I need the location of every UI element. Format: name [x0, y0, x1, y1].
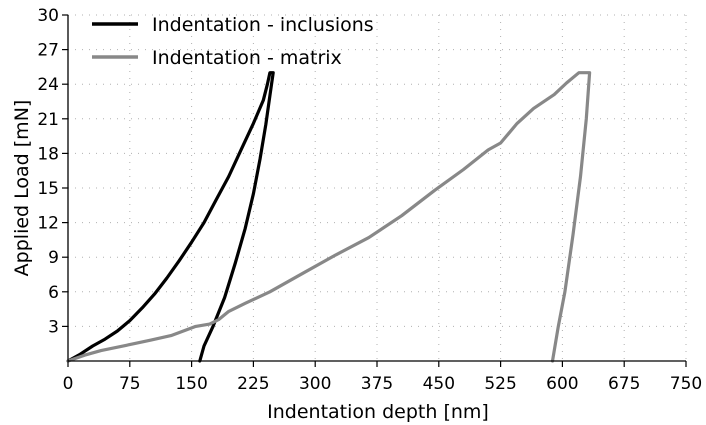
ticks: 0 75 150 225 300 375 450 525 600 675 750 3 6 9 12 15 18 2…: [37, 6, 702, 394]
x-tick-label: 75: [119, 374, 141, 394]
x-tick-label: 750: [670, 374, 702, 394]
x-tick-label: 450: [423, 374, 455, 394]
series-line-2: [66, 71, 592, 363]
x-tick-label: 300: [299, 374, 331, 394]
legend: Indentation - inclusions Indentation - ma…: [92, 14, 374, 69]
y-tick-label: 6: [48, 283, 59, 303]
y-tick-label: 30: [37, 6, 59, 26]
series-line-1: [66, 71, 275, 363]
x-axis-title: Indentation depth [nm]: [267, 401, 489, 423]
y-tick-label: 3: [48, 317, 59, 337]
x-tick-label: 675: [608, 374, 640, 394]
x-tick-label: 375: [361, 374, 393, 394]
legend-label-1: Indentation - inclusions: [152, 14, 374, 36]
y-axis-title: Applied Load [mN]: [11, 100, 33, 277]
y-tick-label: 15: [37, 179, 59, 199]
y-tick-label: 27: [37, 41, 59, 61]
y-tick-label: 21: [37, 110, 59, 130]
x-tick-label: 525: [484, 374, 516, 394]
x-tick-label: 600: [546, 374, 578, 394]
x-tick-label: 225: [237, 374, 269, 394]
y-tick-label: 18: [37, 144, 59, 164]
series-layer: [66, 71, 592, 363]
grid: [68, 14, 687, 361]
y-tick-label: 24: [37, 75, 59, 95]
y-tick-label: 9: [48, 248, 59, 268]
legend-label-2: Indentation - matrix: [152, 47, 342, 69]
y-tick-label: 12: [37, 214, 59, 234]
x-tick-label: 150: [175, 374, 207, 394]
x-tick-label: 0: [63, 374, 74, 394]
